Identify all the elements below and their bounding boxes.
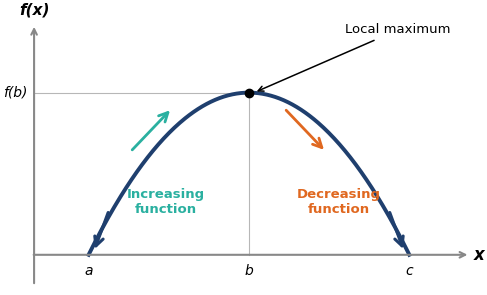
Text: Decreasing
function: Decreasing function (297, 188, 381, 216)
Text: a: a (84, 264, 93, 278)
Text: b: b (244, 264, 253, 278)
Text: c: c (406, 264, 413, 278)
Text: Increasing
function: Increasing function (127, 188, 205, 216)
Text: f(x): f(x) (19, 3, 49, 18)
Text: x: x (473, 246, 484, 264)
Text: Local maximum: Local maximum (258, 24, 450, 91)
Text: f(b): f(b) (3, 86, 28, 100)
